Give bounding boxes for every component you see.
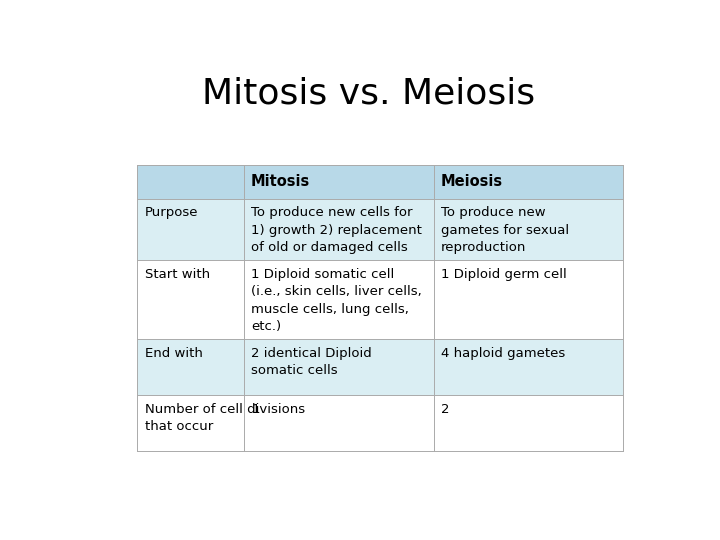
- Bar: [138, 260, 244, 339]
- Text: Meiosis: Meiosis: [440, 174, 503, 189]
- Text: To produce new
gametes for sexual
reproduction: To produce new gametes for sexual reprod…: [441, 206, 569, 254]
- Bar: [433, 395, 623, 451]
- Bar: [244, 260, 433, 339]
- Text: Start with: Start with: [145, 268, 210, 281]
- Bar: [138, 395, 244, 451]
- Bar: [433, 199, 623, 260]
- Bar: [244, 395, 433, 451]
- Bar: [433, 165, 623, 199]
- Text: 1 Diploid germ cell: 1 Diploid germ cell: [441, 268, 567, 281]
- Text: 1 Diploid somatic cell
(i.e., skin cells, liver cells,
muscle cells, lung cells,: 1 Diploid somatic cell (i.e., skin cells…: [251, 268, 422, 333]
- Text: Number of cell divisions
that occur: Number of cell divisions that occur: [145, 403, 305, 433]
- Text: 4 haploid gametes: 4 haploid gametes: [441, 347, 565, 360]
- Text: 2: 2: [441, 403, 449, 416]
- Text: Mitosis vs. Meiosis: Mitosis vs. Meiosis: [202, 77, 536, 111]
- Text: Mitosis: Mitosis: [251, 174, 310, 189]
- Bar: [138, 339, 244, 395]
- Bar: [244, 165, 433, 199]
- Text: End with: End with: [145, 347, 202, 360]
- Bar: [138, 199, 244, 260]
- Text: Purpose: Purpose: [145, 206, 198, 219]
- Bar: [433, 260, 623, 339]
- Text: 2 identical Diploid
somatic cells: 2 identical Diploid somatic cells: [251, 347, 372, 377]
- Text: 1: 1: [251, 403, 260, 416]
- Bar: [244, 339, 433, 395]
- Text: To produce new cells for
1) growth 2) replacement
of old or damaged cells: To produce new cells for 1) growth 2) re…: [251, 206, 423, 254]
- Bar: [244, 199, 433, 260]
- Bar: [138, 165, 244, 199]
- Bar: [433, 339, 623, 395]
